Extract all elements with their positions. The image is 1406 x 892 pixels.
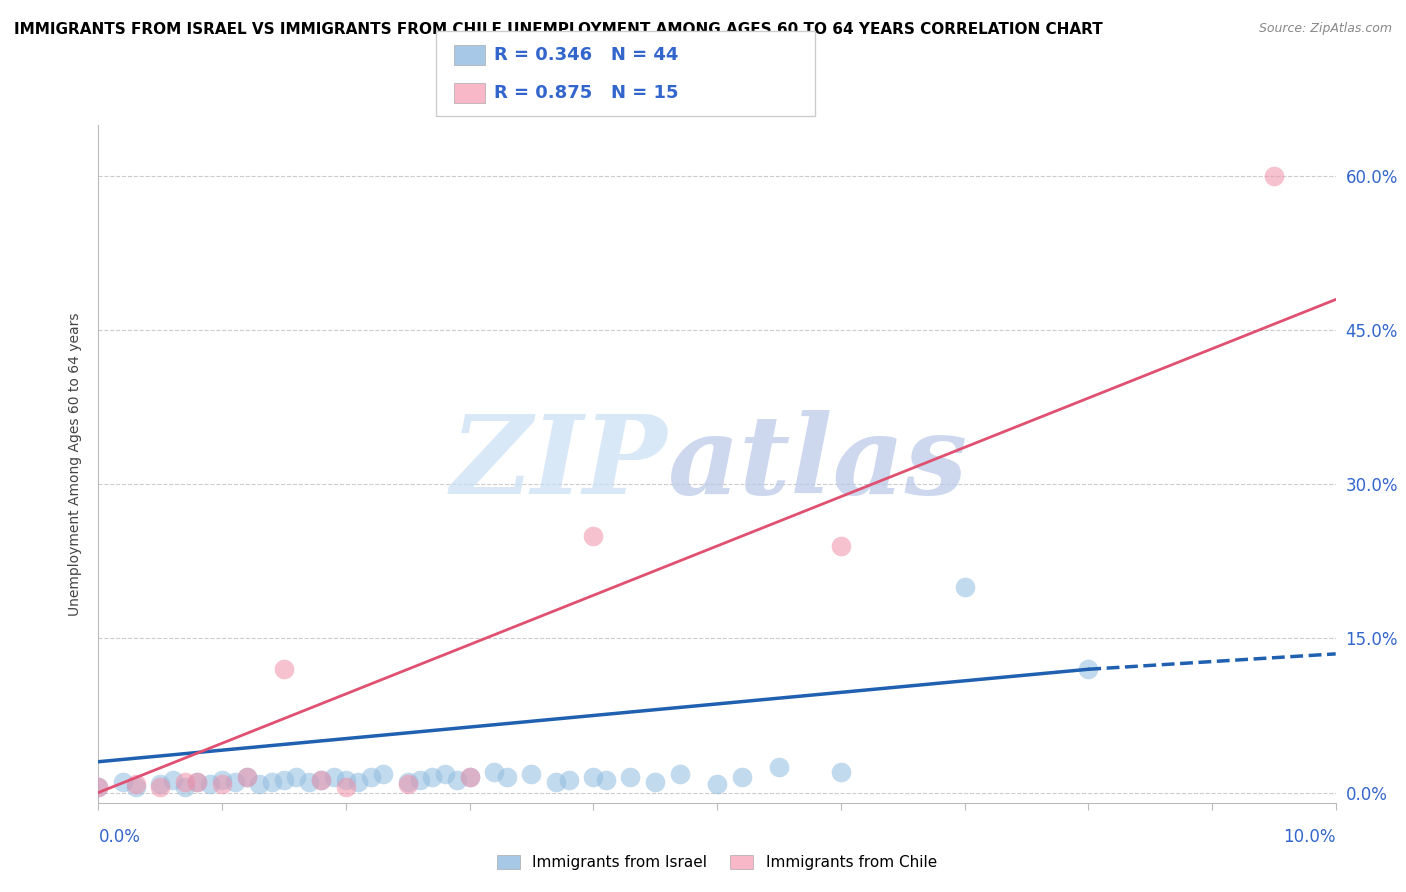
- Point: [495, 770, 517, 784]
- Text: ZIP: ZIP: [451, 410, 668, 517]
- Text: Source: ZipAtlas.com: Source: ZipAtlas.com: [1258, 22, 1392, 36]
- Point: [520, 767, 543, 781]
- Point: [458, 770, 481, 784]
- Point: [347, 775, 370, 789]
- Point: [458, 770, 481, 784]
- Text: atlas: atlas: [668, 410, 967, 517]
- Y-axis label: Unemployment Among Ages 60 to 64 years: Unemployment Among Ages 60 to 64 years: [69, 312, 83, 615]
- Point: [309, 773, 332, 788]
- Point: [247, 777, 270, 791]
- Point: [360, 770, 382, 784]
- Point: [595, 773, 617, 788]
- Legend: Immigrants from Israel, Immigrants from Chile: Immigrants from Israel, Immigrants from …: [491, 849, 943, 877]
- Point: [124, 777, 146, 791]
- Point: [396, 777, 419, 791]
- Point: [830, 764, 852, 779]
- Text: R = 0.875   N = 15: R = 0.875 N = 15: [494, 84, 678, 102]
- Point: [582, 770, 605, 784]
- Point: [236, 770, 259, 784]
- Point: [409, 773, 432, 788]
- Point: [198, 777, 221, 791]
- Point: [298, 775, 321, 789]
- Text: IMMIGRANTS FROM ISRAEL VS IMMIGRANTS FROM CHILE UNEMPLOYMENT AMONG AGES 60 TO 64: IMMIGRANTS FROM ISRAEL VS IMMIGRANTS FRO…: [14, 22, 1102, 37]
- Point: [557, 773, 579, 788]
- Point: [186, 775, 208, 789]
- Point: [1263, 169, 1285, 184]
- Point: [224, 775, 246, 789]
- Point: [211, 773, 233, 788]
- Point: [174, 775, 197, 789]
- Point: [706, 777, 728, 791]
- Point: [112, 775, 135, 789]
- Point: [731, 770, 754, 784]
- Text: 0.0%: 0.0%: [98, 829, 141, 847]
- Point: [87, 780, 110, 795]
- Point: [186, 775, 208, 789]
- Point: [669, 767, 692, 781]
- Point: [422, 770, 444, 784]
- Point: [396, 775, 419, 789]
- Point: [335, 773, 357, 788]
- Point: [582, 529, 605, 543]
- Point: [285, 770, 308, 784]
- Point: [953, 580, 976, 594]
- Point: [335, 780, 357, 795]
- Point: [768, 760, 790, 774]
- Point: [87, 780, 110, 795]
- Point: [546, 775, 568, 789]
- Point: [273, 662, 295, 676]
- Point: [830, 539, 852, 553]
- Point: [322, 770, 344, 784]
- Point: [149, 777, 172, 791]
- Point: [149, 780, 172, 795]
- Point: [273, 773, 295, 788]
- Point: [1077, 662, 1099, 676]
- Point: [162, 773, 184, 788]
- Point: [371, 767, 394, 781]
- Point: [619, 770, 641, 784]
- Point: [309, 773, 332, 788]
- Point: [446, 773, 468, 788]
- Point: [433, 767, 456, 781]
- Point: [174, 780, 197, 795]
- Point: [644, 775, 666, 789]
- Point: [260, 775, 283, 789]
- Point: [211, 777, 233, 791]
- Text: 10.0%: 10.0%: [1284, 829, 1336, 847]
- Point: [236, 770, 259, 784]
- Point: [484, 764, 506, 779]
- Point: [124, 780, 146, 795]
- Text: R = 0.346   N = 44: R = 0.346 N = 44: [494, 45, 678, 64]
